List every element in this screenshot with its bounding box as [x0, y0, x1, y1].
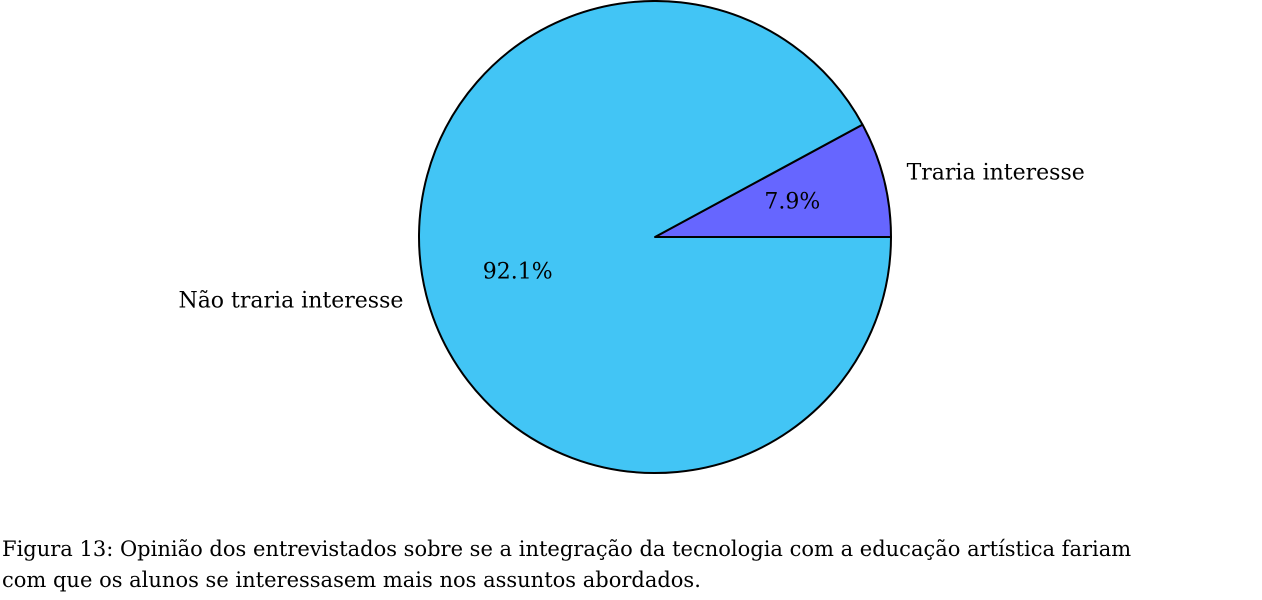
pie-chart: 7.9% Traria interesse 92.1% Não traria inte…	[178, 0, 1085, 474]
pie-slice-1-percent: 7.9%	[764, 190, 820, 215]
pie-slice-1	[654, 123, 892, 238]
pie-slices	[418, 0, 892, 474]
pie-slice-2-percent: 92.1%	[483, 259, 553, 284]
figure-caption: Figura 13: Opinião dos entrevistados sob…	[2, 534, 1260, 596]
caption-line-2: com que os alunos se interessasem mais n…	[2, 568, 701, 592]
pie-slice-1-label: Traria interesse	[907, 161, 1085, 186]
caption-line-1: Figura 13: Opinião dos entrevistados sob…	[2, 537, 1132, 561]
pie-labels: 7.9% Traria interesse 92.1% Não traria inte…	[178, 161, 1084, 314]
pie-slice-2	[418, 0, 892, 474]
pie-slice-2-label: Não traria interesse	[178, 288, 403, 313]
